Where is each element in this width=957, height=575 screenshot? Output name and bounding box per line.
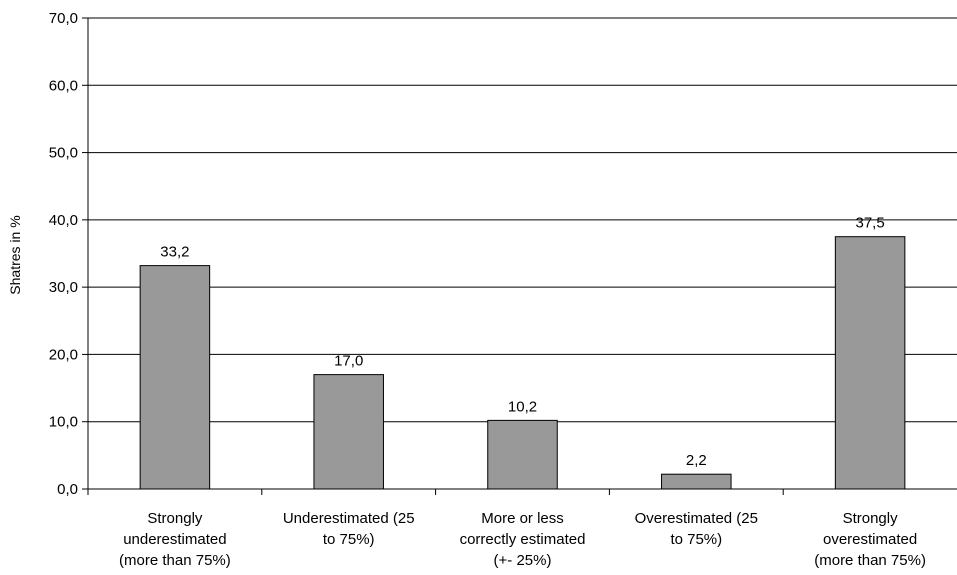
category-label: (more than 75%) (814, 552, 926, 569)
bar (313, 374, 384, 490)
data-label: 17,0 (334, 353, 363, 370)
category-label: Overestimated (25 (635, 510, 758, 527)
y-tick-label: 70,0 (49, 10, 78, 27)
y-tick-label: 30,0 (49, 279, 78, 296)
category-label: (more than 75%) (119, 552, 231, 569)
grid-lines (88, 17, 957, 423)
category-label: underestimated (123, 531, 226, 548)
bar (834, 236, 906, 490)
data-labels: 33,2 17,0 10,2 2,2 37,5 (160, 215, 884, 470)
category-label: to 75%) (670, 531, 722, 548)
axes (87, 18, 957, 495)
data-label: 37,5 (855, 215, 884, 232)
data-label: 2,2 (686, 452, 707, 469)
data-label: 33,2 (160, 244, 189, 261)
category-label: overestimated (823, 531, 917, 548)
y-axis-title: Shatres in % (7, 215, 23, 294)
y-tick-label: 20,0 (49, 346, 78, 363)
category-label: to 75%) (323, 531, 375, 548)
bar (661, 473, 732, 490)
y-tick-label: 50,0 (49, 145, 78, 162)
category-label: Strongly (147, 510, 203, 527)
category-label: correctly estimated (460, 531, 586, 548)
y-axis-ticks: 0,0 10,0 20,0 30,0 40,0 50,0 60,0 70,0 (49, 10, 88, 498)
bar (487, 419, 558, 490)
bar (139, 265, 211, 490)
y-tick-label: 0,0 (57, 481, 78, 498)
category-label: Underestimated (25 (283, 510, 415, 527)
category-label: (+- 25%) (494, 552, 552, 569)
category-label: More or less (481, 510, 564, 527)
category-labels: Strongly underestimated (more than 75%) Und… (119, 510, 926, 569)
data-label: 10,2 (508, 398, 537, 415)
y-tick-label: 10,0 (49, 414, 78, 431)
y-tick-label: 60,0 (49, 77, 78, 94)
bars (139, 236, 906, 490)
y-tick-label: 40,0 (49, 212, 78, 229)
category-label: Strongly (843, 510, 899, 527)
